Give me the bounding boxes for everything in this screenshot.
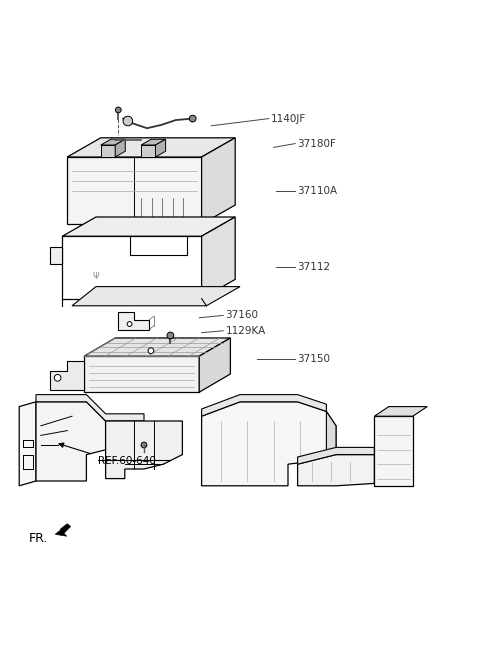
Polygon shape xyxy=(156,139,166,157)
Polygon shape xyxy=(202,402,336,486)
Circle shape xyxy=(123,116,132,126)
Polygon shape xyxy=(106,421,182,478)
Circle shape xyxy=(167,332,174,339)
Polygon shape xyxy=(50,248,62,265)
Polygon shape xyxy=(67,138,235,157)
Text: 37150: 37150 xyxy=(298,354,331,363)
Text: 37112: 37112 xyxy=(298,263,331,272)
Polygon shape xyxy=(374,416,413,486)
Polygon shape xyxy=(36,395,144,421)
Polygon shape xyxy=(202,138,235,224)
Text: Ψ: Ψ xyxy=(93,272,99,281)
Polygon shape xyxy=(326,411,336,460)
Polygon shape xyxy=(118,311,149,330)
Polygon shape xyxy=(101,139,125,145)
Polygon shape xyxy=(141,145,156,157)
Text: 37110A: 37110A xyxy=(298,186,338,196)
Polygon shape xyxy=(141,139,166,145)
Polygon shape xyxy=(84,338,230,356)
Text: FR.: FR. xyxy=(29,532,48,545)
Polygon shape xyxy=(67,157,202,224)
Polygon shape xyxy=(55,524,71,536)
Text: 1140JF: 1140JF xyxy=(271,114,306,124)
Polygon shape xyxy=(50,361,84,390)
Polygon shape xyxy=(62,217,235,236)
Polygon shape xyxy=(72,287,240,305)
Text: 37180F: 37180F xyxy=(298,138,336,149)
Polygon shape xyxy=(374,407,427,416)
Circle shape xyxy=(148,348,154,354)
Polygon shape xyxy=(298,447,374,464)
Polygon shape xyxy=(298,454,374,486)
Circle shape xyxy=(54,374,61,381)
Polygon shape xyxy=(36,402,106,481)
Circle shape xyxy=(141,442,147,448)
Circle shape xyxy=(189,115,196,122)
Polygon shape xyxy=(19,402,36,486)
Circle shape xyxy=(115,107,121,113)
Polygon shape xyxy=(202,217,235,298)
Text: 1129KA: 1129KA xyxy=(226,326,266,336)
Circle shape xyxy=(127,322,132,326)
Polygon shape xyxy=(202,395,326,416)
Text: 37160: 37160 xyxy=(226,311,259,320)
Polygon shape xyxy=(84,356,199,392)
Text: REF.60-640: REF.60-640 xyxy=(98,456,156,466)
Polygon shape xyxy=(199,338,230,392)
Polygon shape xyxy=(115,139,125,157)
Polygon shape xyxy=(101,145,115,157)
